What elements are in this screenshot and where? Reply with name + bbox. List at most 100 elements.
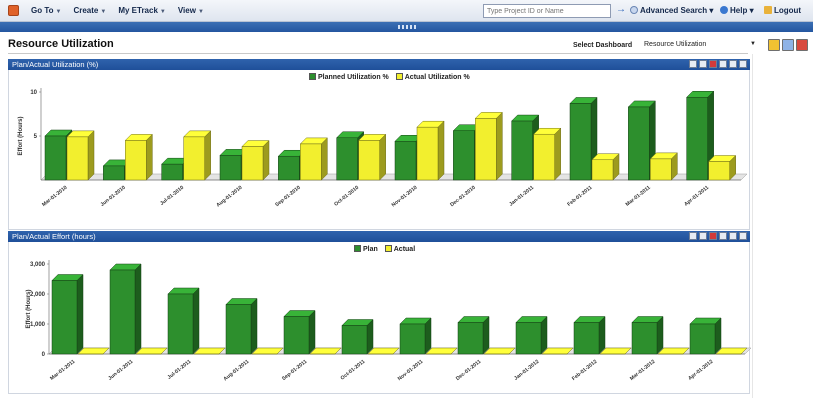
bar-planned-side [598,315,606,355]
export-icon[interactable] [709,232,717,240]
bar-planned [573,315,606,355]
x-tick-label: Feb-01-2011 [566,185,593,208]
x-tick-label: Nov-01-2010 [391,185,419,209]
y-axis-label: Effort (Hours) [18,117,24,156]
menu-my-etrack[interactable]: My ETrack ▼ [112,6,172,15]
dashboard-select-value: Resource Utilization [644,41,707,48]
maximize-icon[interactable] [719,232,727,240]
chevron-down-icon: ▼ [159,9,166,15]
bar-planned-front [399,323,426,355]
bar-actual-front [300,143,322,181]
chevron-down-icon: ▼ [750,41,756,47]
dashboard-select[interactable]: Resource Utilization ▼ [642,40,758,52]
print-icon[interactable] [699,232,707,240]
export-pdf-icon[interactable] [796,39,808,51]
bar-planned-front [341,325,368,355]
logout-label: Logout [774,6,802,15]
settings-icon[interactable] [729,232,737,240]
bar-actual [251,347,284,355]
collapse-grip-icon[interactable] [398,25,416,29]
main-menu: Go To ▼ Create ▼ My ETrack ▼ View ▼ [25,6,210,15]
export-icon[interactable] [709,60,717,68]
bar-actual [649,152,678,181]
maximize-icon[interactable] [719,60,727,68]
bar-planned-front [628,106,650,181]
close-icon[interactable] [739,232,747,240]
bar-planned-front [278,155,300,181]
x-tick-label: Mar-01-2010 [41,185,68,208]
bar-actual [474,111,503,181]
menu-go-to[interactable]: Go To ▼ [25,6,67,15]
project-search-input[interactable] [483,4,611,18]
x-tick-label: Jul-01-2011 [167,359,193,381]
x-tick-label: Dec-01-2010 [449,185,477,208]
bar-planned-side [76,273,84,355]
bar-planned-front [569,103,592,181]
bar-planned [283,309,316,355]
settings-icon[interactable] [729,60,737,68]
bar-planned-front [453,130,475,181]
x-tick-label: Feb-01-2012 [571,359,598,382]
bar-actual-front [591,159,614,181]
bar-actual [599,347,632,355]
bar-actual [591,153,620,181]
bar-actual-side [87,130,95,181]
bar-planned-front [225,304,252,355]
legend-swatch-plan [354,245,361,252]
y-tick-label: 2,000 [30,292,46,298]
help-button[interactable]: Help ▾ [720,6,754,15]
bar-planned-front [109,269,136,355]
y-axis-label: Effort (Hours) [26,290,32,329]
bar-planned [689,317,722,355]
x-tick-label: Mar-01-2011 [49,359,76,382]
chart-type-icon[interactable] [689,60,697,68]
legend-label-plan: Plan [363,246,378,253]
advanced-search-button[interactable]: Advanced Search ▾ [630,6,713,15]
menu-create[interactable]: Create ▼ [67,6,112,15]
menu-view[interactable]: View ▼ [172,6,210,15]
bar-actual-side [146,133,153,181]
download-icon[interactable] [768,39,780,51]
bar-actual [715,347,748,355]
bar-actual-front [650,158,672,181]
utilization-legend: Planned Utilization % Actual Utilization… [304,73,470,81]
help-icon [720,6,728,14]
effort-chart-panel: Plan Actual 3,000 2,000 1,000 0 Effort (Hour… [8,242,751,394]
bar-planned-side [482,315,490,355]
search-go-arrow-icon[interactable]: → [616,4,626,15]
effort-legend: Plan Actual [349,245,415,253]
x-tick-label: Sep-01-2011 [281,359,308,382]
effort-panel-header: Plan/Actual Effort (hours) [8,231,750,242]
bar-actual-front [708,161,730,181]
bar-planned-side [308,309,316,355]
title-divider [8,53,748,54]
close-icon[interactable] [739,60,747,68]
bar-planned-front [44,135,67,181]
bar-actual [299,137,328,181]
bar-actual-front [358,140,380,181]
effort-panel-title: Plan/Actual Effort (hours) [12,232,96,241]
bar-actual-side [321,137,328,181]
bar-actual [358,133,387,181]
select-dashboard-label: Select Dashboard [573,42,633,49]
refresh-icon[interactable] [782,39,794,51]
x-tick-label: Dec-01-2011 [455,359,482,382]
bar-actual [135,347,168,355]
menu-my-etrack-label: My ETrack [118,6,158,15]
bar-actual-side [554,127,561,181]
print-icon[interactable] [699,60,707,68]
logout-button[interactable]: Logout [764,6,801,15]
x-tick-label: Oct-01-2011 [340,359,367,382]
menu-view-label: View [177,6,196,15]
x-tick-label: Apr-01-2012 [687,359,714,382]
x-tick-label: Nov-01-2011 [397,359,425,382]
chart-type-icon[interactable] [689,232,697,240]
bar-planned-side [656,315,664,355]
legend-swatch-actual [384,245,392,252]
bar-planned [399,317,432,355]
y-tick-label: 5 [34,134,38,140]
bar-actual [183,130,212,181]
header-icon-group [768,39,808,51]
bar-actual [416,120,445,181]
x-tick-label: Mar-01-2011 [625,185,652,208]
